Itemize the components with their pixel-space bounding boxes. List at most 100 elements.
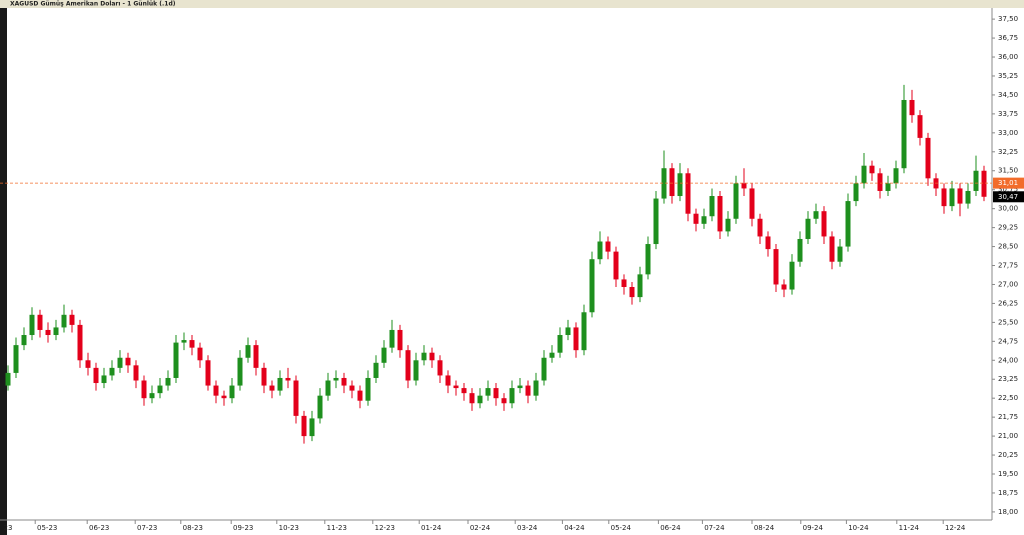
x-tick-label: 05-24 — [611, 524, 632, 532]
candle-body — [453, 385, 459, 389]
candle-body — [69, 314, 75, 325]
price-tag — [993, 191, 1024, 203]
x-tick-label: 06-24 — [660, 524, 681, 532]
candle-body — [749, 188, 755, 219]
candle-body — [189, 340, 195, 348]
x-tick-label: 06-23 — [89, 524, 109, 532]
candle-body — [789, 261, 795, 290]
candle-body — [477, 395, 483, 404]
candle-body — [701, 216, 707, 224]
candle-body — [605, 241, 611, 252]
candle-body — [181, 340, 187, 343]
candle-body — [149, 393, 155, 399]
candle-body — [5, 372, 11, 386]
candle-body — [197, 347, 203, 361]
y-tick-label: 27,75 — [998, 262, 1018, 270]
candle-body — [485, 388, 491, 396]
x-tick-label: 11-24 — [899, 524, 920, 532]
candle-body — [541, 357, 547, 381]
y-tick-label: 33,75 — [998, 110, 1018, 118]
candle-body — [581, 312, 587, 351]
price-tag — [993, 177, 1024, 189]
candle-body — [445, 375, 451, 386]
candle-body — [77, 324, 83, 361]
candle-body — [893, 168, 899, 184]
candle-body — [773, 249, 779, 285]
y-tick-label: 23,25 — [998, 375, 1018, 383]
y-tick-label: 24,00 — [998, 356, 1018, 364]
y-tick-label: 21,75 — [998, 413, 1018, 421]
candle-body — [493, 388, 499, 399]
y-tick-label: 31,50 — [998, 167, 1018, 175]
candle-body — [293, 380, 299, 416]
candle-body — [621, 279, 627, 287]
candle-body — [341, 377, 347, 386]
x-tick-label: 05-23 — [37, 524, 57, 532]
candle-body — [357, 390, 363, 401]
candle-body — [349, 385, 355, 391]
x-tick-label: 08-24 — [754, 524, 775, 532]
candle-body — [437, 360, 443, 376]
candle-body — [285, 377, 291, 381]
candle-body — [253, 345, 259, 368]
x-tick-label: 11-23 — [327, 524, 347, 532]
candle-body — [517, 385, 523, 389]
candle-body — [13, 345, 19, 373]
candle-body — [781, 284, 787, 290]
candle-body — [821, 211, 827, 237]
candle-body — [229, 385, 235, 399]
y-tick-label: 29,25 — [998, 224, 1018, 232]
candle-body — [45, 329, 51, 336]
candle-body — [261, 367, 267, 386]
y-tick-label: 24,75 — [998, 337, 1018, 345]
chart-title: XAGUSD Gümüş Amerikan Doları - 1 Günlük … — [10, 1, 176, 8]
x-tick-label: 10-24 — [848, 524, 869, 532]
candle-body — [669, 168, 675, 197]
candle-body — [565, 327, 571, 336]
x-tick-label: 09-23 — [233, 524, 253, 532]
candle-body — [53, 327, 59, 336]
candle-body — [533, 380, 539, 396]
x-tick-label: 23 — [4, 524, 13, 532]
candle-body — [125, 357, 131, 366]
candle-body — [333, 377, 339, 381]
y-tick-label: 35,25 — [998, 72, 1018, 80]
candle-body — [853, 183, 859, 202]
candle-body — [165, 377, 171, 386]
candle-body — [941, 188, 947, 207]
candle-body — [429, 352, 435, 361]
candle-body — [877, 173, 883, 191]
y-tick-label: 28,50 — [998, 243, 1018, 251]
candle-body — [157, 385, 163, 394]
candle-body — [869, 165, 875, 174]
candle-body — [365, 377, 371, 401]
candle-body — [397, 329, 403, 351]
left-toolbar — [0, 8, 7, 535]
candle-body — [117, 357, 123, 368]
candle-body — [557, 335, 563, 353]
candle-body — [573, 327, 579, 351]
y-tick-label: 30,00 — [998, 205, 1018, 213]
y-tick-label: 37,50 — [998, 15, 1018, 23]
candle-body — [29, 314, 35, 336]
y-tick-label: 22,50 — [998, 394, 1018, 402]
candle-body — [205, 360, 211, 386]
candle-body — [613, 251, 619, 280]
candle-body — [909, 99, 915, 116]
candle-body — [317, 395, 323, 419]
y-tick-label: 30,75 — [998, 186, 1018, 194]
candle-body — [133, 365, 139, 381]
x-tick-label: 04-24 — [564, 524, 585, 532]
y-tick-label: 21,00 — [998, 432, 1018, 440]
x-tick-label: 07-23 — [137, 524, 157, 532]
candle-body — [301, 415, 307, 437]
candle-body — [949, 188, 955, 207]
candle-body — [309, 418, 315, 437]
candle-body — [173, 342, 179, 378]
candle-body — [717, 196, 723, 232]
candle-body — [885, 183, 891, 191]
candle-body — [765, 236, 771, 250]
candle-body — [413, 360, 419, 381]
candle-body — [389, 329, 395, 348]
candle-body — [325, 380, 331, 396]
